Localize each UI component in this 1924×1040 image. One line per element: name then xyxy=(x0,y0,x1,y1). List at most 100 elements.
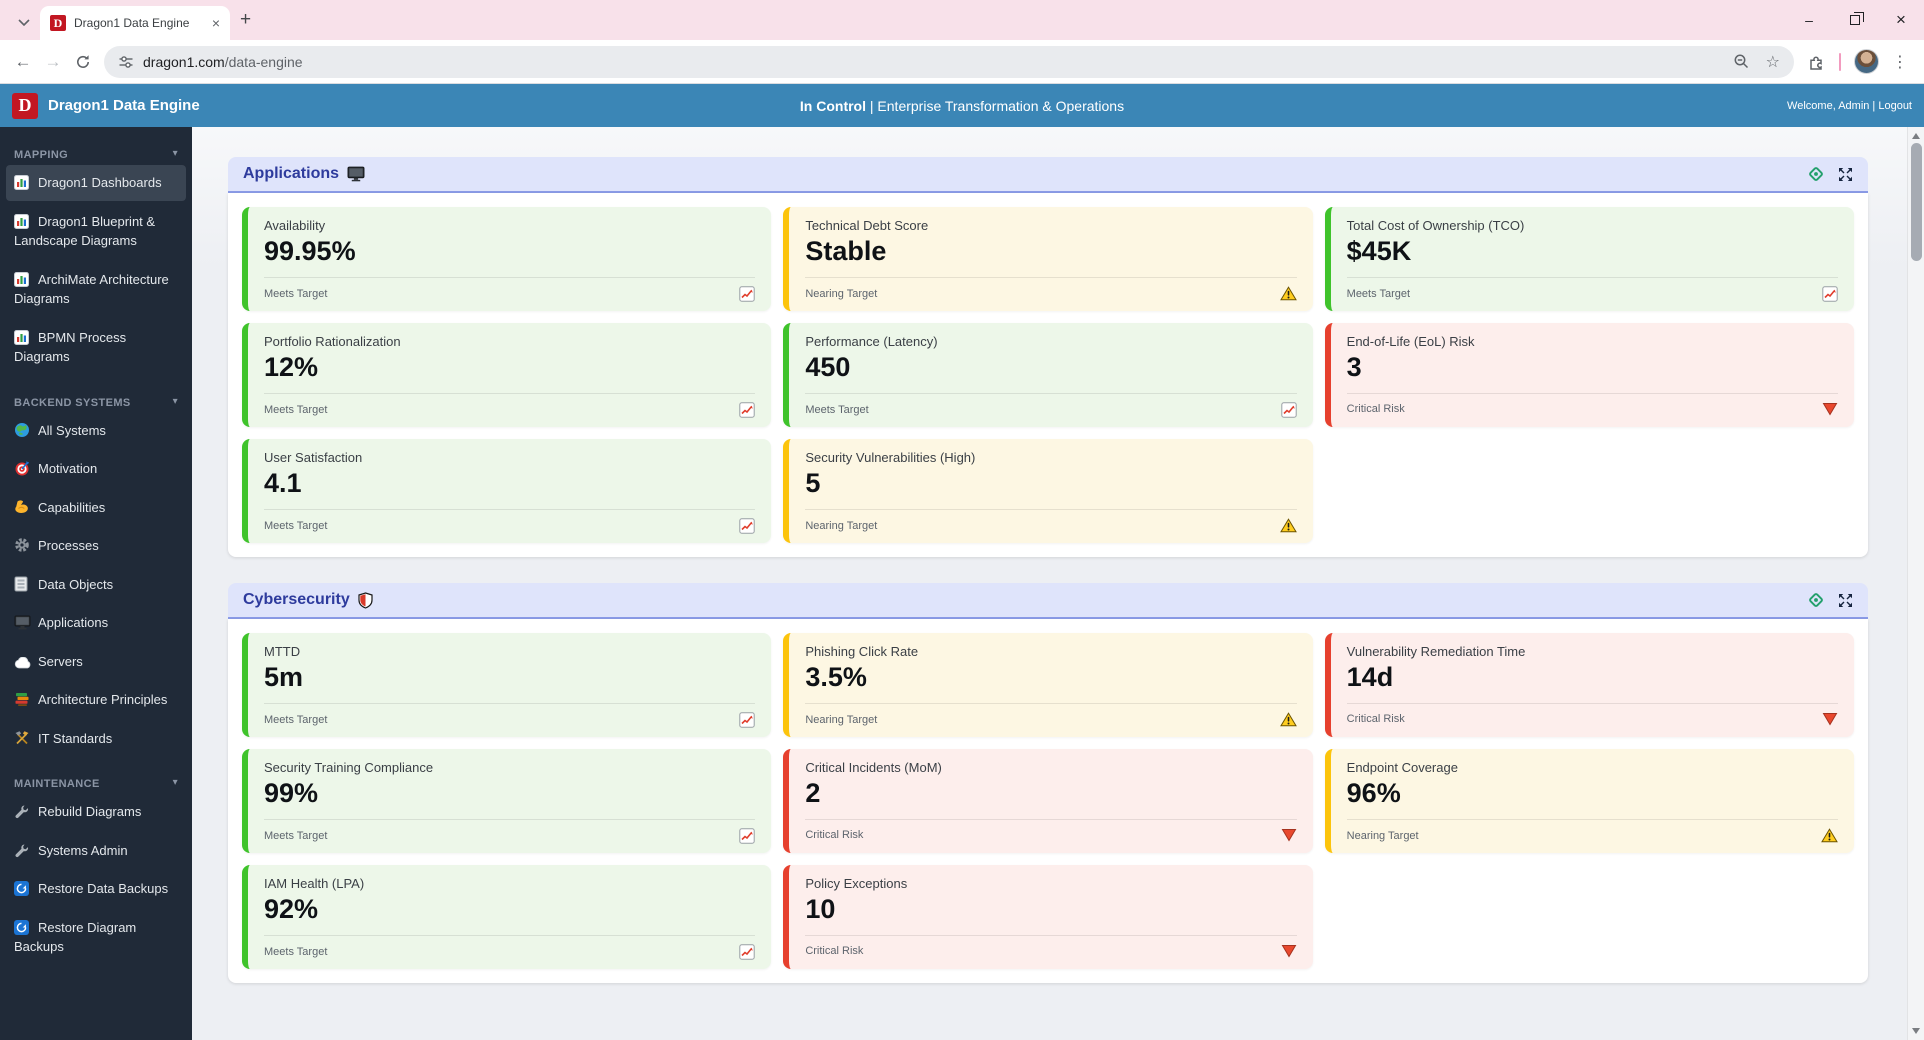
app-tagline: In Control | Enterprise Transformation &… xyxy=(799,97,1125,114)
kpi-title: User Satisfaction xyxy=(264,450,363,465)
chart-increasing-icon xyxy=(1280,402,1297,418)
expand-icon[interactable] xyxy=(1838,167,1853,182)
kpi-card-portfolio-rationalization: Portfolio Rationalization 12% Meets Targ… xyxy=(242,323,772,427)
extensions-icon[interactable] xyxy=(1808,53,1826,71)
url-text: dragon1.com/data-engine xyxy=(143,53,303,70)
down-triangle-icon xyxy=(1822,402,1838,416)
bookmark-star-icon[interactable]: ☆ xyxy=(1765,53,1780,71)
kpi-card-security-training-compliance: Security Training Compliance 99% Meets T… xyxy=(242,749,772,853)
browser-tab-bar: D Dragon1 Data Engine × + – × xyxy=(0,0,1924,40)
diamond-target-icon[interactable] xyxy=(1808,166,1824,182)
kpi-status: Meets Target xyxy=(264,946,328,958)
muscle-icon xyxy=(14,499,31,515)
sidebar-item-capabilities[interactable]: Capabilities xyxy=(6,490,186,526)
sidebar-item-servers[interactable]: Servers xyxy=(6,644,186,680)
sidebar-item-applications[interactable]: Applications xyxy=(6,605,186,641)
sidebar-item-label: ArchiMate Architecture Diagrams xyxy=(14,271,169,307)
kpi-title: Critical Incidents (MoM) xyxy=(805,760,942,775)
kpi-status: Critical Risk xyxy=(1346,713,1405,725)
sidebar-section-mapping[interactable]: MAPPING ▾ xyxy=(14,148,178,161)
sidebar-item-architecture-principles[interactable]: Architecture Principles xyxy=(6,682,186,718)
down-triangle-icon xyxy=(1822,712,1838,726)
kpi-status: Nearing Target xyxy=(805,287,878,300)
zoom-out-icon[interactable] xyxy=(1733,53,1750,70)
sidebar-item-bpmn-diagrams[interactable]: BPMN Process Diagrams xyxy=(6,320,186,375)
sidebar-item-label: BPMN Process Diagrams xyxy=(14,329,127,365)
tools-icon xyxy=(14,730,31,746)
sidebar-item-data-objects[interactable]: Data Objects xyxy=(6,567,186,603)
restore-icon xyxy=(14,881,31,896)
sidebar-item-motivation[interactable]: Motivation xyxy=(6,451,186,487)
kpi-title: Policy Exceptions xyxy=(805,876,908,891)
reload-icon[interactable] xyxy=(68,47,98,77)
kpi-value: 10 xyxy=(805,894,836,924)
tab-title: Dragon1 Data Engine xyxy=(74,16,190,30)
sidebar-item-label: Applications xyxy=(38,615,109,630)
kpi-status: Critical Risk xyxy=(805,829,864,841)
sidebar-item-blueprint-landscape[interactable]: Dragon1 Blueprint & Landscape Diagrams xyxy=(6,204,186,259)
expand-icon[interactable] xyxy=(1838,593,1853,608)
scrollbar-thumb[interactable] xyxy=(1911,143,1922,261)
site-settings-icon[interactable] xyxy=(118,54,134,70)
chevron-down-icon: ▾ xyxy=(172,395,178,407)
new-tab-button[interactable]: + xyxy=(240,9,252,30)
kpi-value: 92% xyxy=(264,894,319,924)
shield-icon xyxy=(358,591,373,609)
panel-cybersecurity: Cybersecurity MTTD 5m Meets Target Phish… xyxy=(228,583,1868,983)
window-restore-button[interactable] xyxy=(1832,0,1878,40)
back-icon[interactable]: ← xyxy=(14,51,32,71)
bar-chart-icon xyxy=(14,175,31,190)
window-minimize-button[interactable]: – xyxy=(1805,12,1813,28)
url-input[interactable]: dragon1.com/data-engine ☆ xyxy=(104,45,1794,78)
kpi-card-user-satisfaction: User Satisfaction 4.1 Meets Target xyxy=(242,439,772,543)
sidebar-item-rebuild-diagrams[interactable]: Rebuild Diagrams xyxy=(6,794,186,830)
favicon: D xyxy=(50,15,66,31)
kpi-card-vuln-remediation-time: Vulnerability Remediation Time 14d Criti… xyxy=(1324,633,1854,737)
tab-search-button[interactable] xyxy=(10,8,38,36)
sidebar-item-label: Capabilities xyxy=(38,499,106,515)
kpi-status: Nearing Target xyxy=(805,519,878,532)
kpi-title: Vulnerability Remediation Time xyxy=(1346,644,1526,659)
kpi-title: Phishing Click Rate xyxy=(805,644,919,659)
forward-icon[interactable]: → xyxy=(44,51,62,71)
sidebar-item-dragon1-dashboards[interactable]: Dragon1 Dashboards xyxy=(6,165,186,201)
kpi-status: Meets Target xyxy=(264,288,328,300)
sidebar-section-maintenance[interactable]: MAINTENANCE ▾ xyxy=(14,777,178,790)
kpi-value: 2 xyxy=(805,778,821,808)
sidebar-item-restore-diagram-backups[interactable]: Restore Diagram Backups xyxy=(6,910,186,965)
chevron-down-icon: ▾ xyxy=(172,148,178,159)
kpi-status: Meets Target xyxy=(264,714,328,726)
kpi-value: 4.1 xyxy=(264,468,302,498)
window-close-button[interactable]: × xyxy=(1896,10,1906,29)
sidebar-item-systems-admin[interactable]: Systems Admin xyxy=(6,833,186,869)
scroll-down-icon[interactable] xyxy=(1912,1028,1920,1034)
window-controls: – × xyxy=(1786,0,1924,40)
kpi-card-performance-latency: Performance (Latency) 450 Meets Target xyxy=(783,323,1313,427)
sidebar-item-it-standards[interactable]: IT Standards xyxy=(6,721,186,757)
scroll-up-icon[interactable] xyxy=(1912,133,1920,139)
kpi-status: Meets Target xyxy=(264,520,328,532)
bar-chart-icon xyxy=(14,271,31,287)
toolbar-right: ⋮ xyxy=(1800,49,1916,74)
diamond-target-icon[interactable] xyxy=(1808,592,1824,608)
kpi-value: 96% xyxy=(1346,778,1401,808)
tab-close-icon[interactable]: × xyxy=(211,15,220,31)
sidebar-item-label: Motivation xyxy=(38,461,98,476)
sidebar-section-backend-systems[interactable]: BACKEND SYSTEMS ▾ xyxy=(14,395,178,409)
browser-menu-icon[interactable]: ⋮ xyxy=(1892,53,1908,71)
down-triangle-icon xyxy=(1281,944,1297,958)
user-links[interactable]: Welcome, Admin | Logout xyxy=(1787,99,1912,112)
sidebar-item-all-systems[interactable]: All Systems xyxy=(6,413,186,449)
sidebar-item-processes[interactable]: Processes xyxy=(6,528,186,564)
sidebar-item-restore-data-backups[interactable]: Restore Data Backups xyxy=(6,871,186,907)
kpi-card-technical-debt: Technical Debt Score Stable Nearing Targ… xyxy=(783,207,1313,311)
panel-header: Applications xyxy=(228,157,1868,193)
kpi-status: Meets Target xyxy=(805,404,869,416)
profile-avatar[interactable] xyxy=(1854,49,1879,74)
page-scrollbar[interactable] xyxy=(1907,127,1924,1040)
sidebar-item-label: IT Standards xyxy=(38,730,113,746)
browser-tab[interactable]: D Dragon1 Data Engine × xyxy=(40,6,230,40)
warning-icon xyxy=(1279,286,1297,301)
sidebar-item-archimate-diagrams[interactable]: ArchiMate Architecture Diagrams xyxy=(6,262,186,317)
kpi-title: Security Vulnerabilities (High) xyxy=(805,450,976,465)
